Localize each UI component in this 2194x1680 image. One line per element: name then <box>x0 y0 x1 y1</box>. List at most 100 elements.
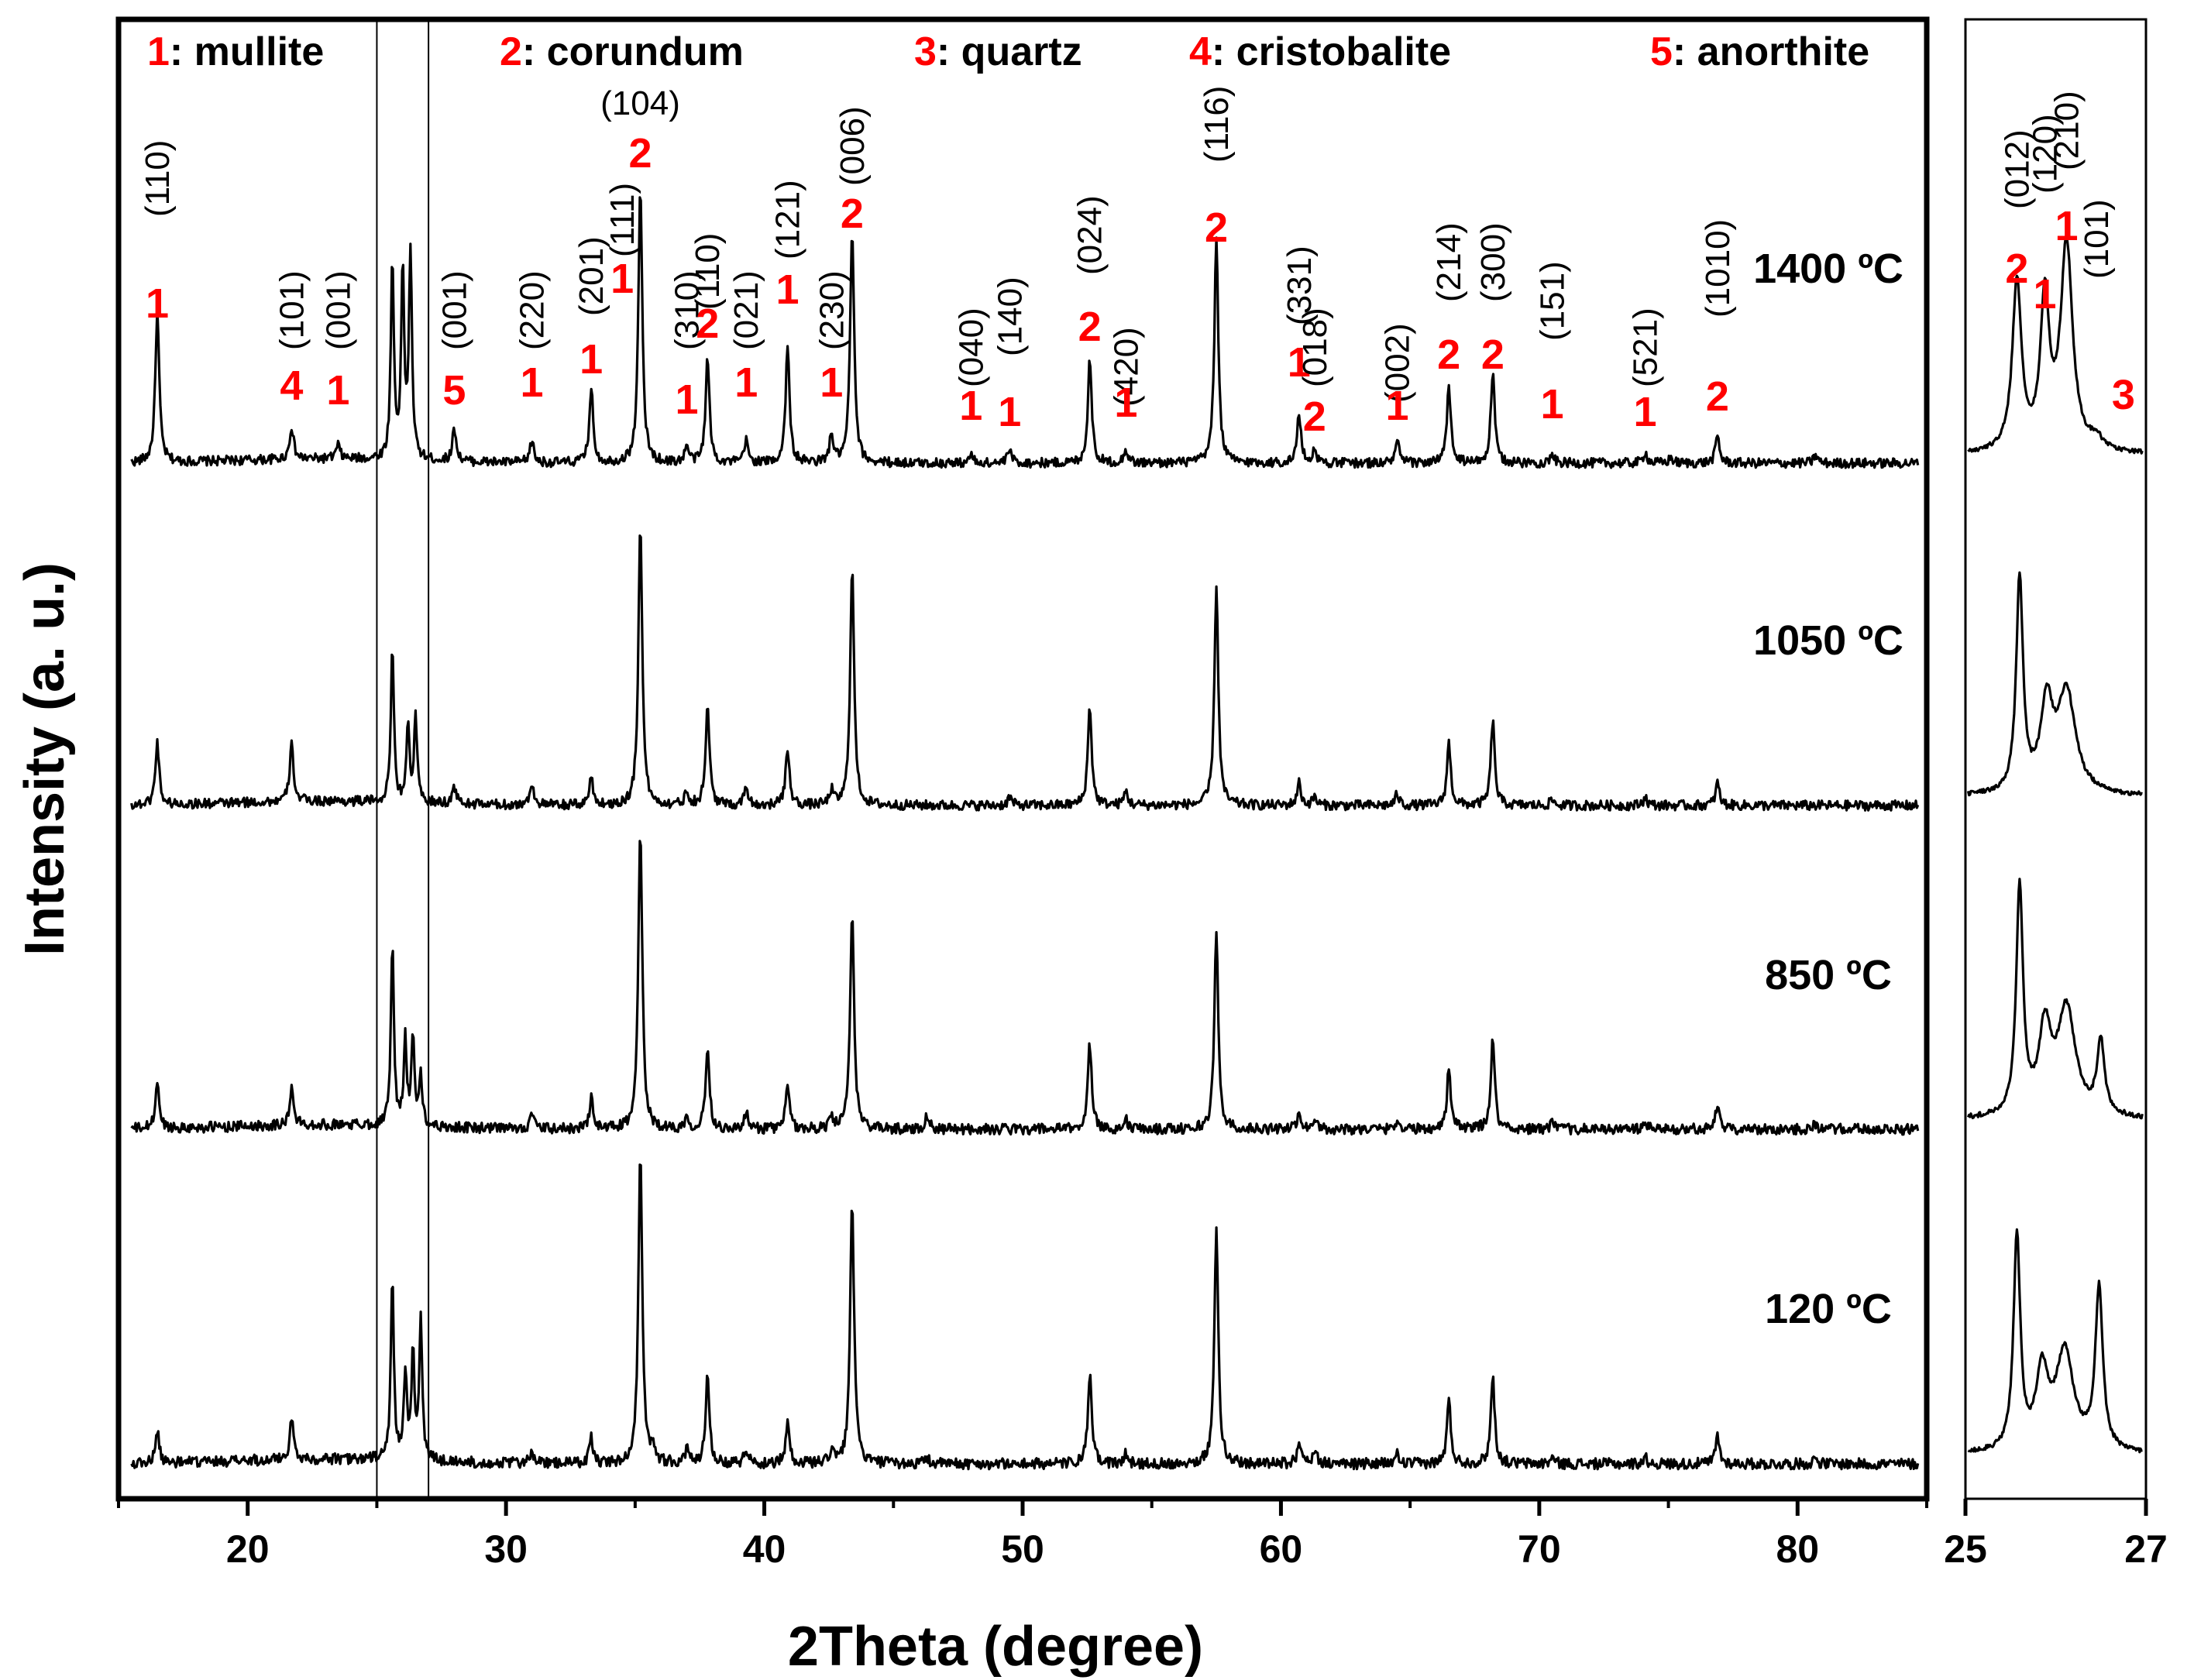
peak-hkl-label: (001) <box>319 270 357 350</box>
inset-x-tick-label: 25 <box>1944 1527 1987 1571</box>
x-tick-label: 60 <box>1260 1527 1303 1571</box>
peak-hkl-label: (140) <box>991 277 1029 356</box>
peak-phase-number: 2 <box>1205 204 1228 251</box>
peak-phase-number: 1 <box>776 266 800 313</box>
peak-hkl-label: (220) <box>513 270 551 350</box>
peak-phase-number: 1 <box>734 359 758 406</box>
legend-phase-name: : cristobalite <box>1212 29 1451 74</box>
x-tick-label: 30 <box>484 1527 528 1571</box>
x-tick-label: 50 <box>1001 1527 1044 1571</box>
peak-hkl-label: (006) <box>834 106 872 186</box>
series-trace <box>130 840 1920 1136</box>
peak-phase-number: 2 <box>696 301 719 347</box>
peak-hkl-label: (104) <box>600 84 680 122</box>
peak-phase-number: 1 <box>1634 389 1657 435</box>
peak-phase-number: 2 <box>1481 332 1505 378</box>
peak-phase-number: 1 <box>959 383 982 429</box>
peak-hkl-label: (101) <box>273 270 311 350</box>
x-axis-title: 2Theta (degree) <box>788 1616 1203 1678</box>
peak-phase-number: 1 <box>1114 380 1137 426</box>
phase-legend: 1: mullite 2: corundum 3: quartz 4: cristob… <box>147 29 1869 74</box>
peak-hkl-label: (018) <box>1296 307 1334 387</box>
peak-phase-number: 4 <box>280 362 303 409</box>
peak-hkl-label: (116) <box>1198 86 1236 163</box>
series-temperature-label: 850 ºC <box>1765 952 1892 998</box>
x-tick-label: 70 <box>1518 1527 1561 1571</box>
series-trace <box>130 1163 1920 1471</box>
inset-peak-phase-number: 1 <box>2033 271 2056 318</box>
series-temperature-label: 1400 ºC <box>1753 246 1903 292</box>
series-temperature-label: 120 ºC <box>1765 1286 1892 1332</box>
peak-hkl-label: (024) <box>1071 195 1109 275</box>
peak-hkl-label: (040) <box>952 307 990 387</box>
peak-hkl-label: (110) <box>689 233 727 310</box>
inset-peak-phase-number: 3 <box>2112 372 2135 418</box>
legend-phase-number: 3 <box>914 29 937 74</box>
inset-plot-area: 25 27(012)2(120)1(210)1 (101)3 <box>1944 18 2168 1571</box>
inset-peak-hkl-label: (101) <box>2078 199 2116 279</box>
peak-hkl-label: (310) <box>669 270 707 350</box>
peak-hkl-label: (001) <box>435 270 473 350</box>
inset-series-trace <box>1967 234 2144 455</box>
peak-phase-number: 2 <box>1706 373 1729 420</box>
legend-phase-name: : anorthite <box>1673 29 1869 74</box>
peak-phase-number: 1 <box>520 359 543 406</box>
peak-hkl-label: (201) <box>573 236 610 316</box>
y-axis-title: Intensity (a. u.) <box>14 562 76 956</box>
peak-hkl-label: (110) <box>139 140 177 217</box>
inset-series-trace <box>1967 1228 2143 1454</box>
inset-x-tick-label: 27 <box>2124 1527 2168 1571</box>
inset-peak-hkl-label: (120) <box>2027 114 2065 194</box>
peak-hkl-label: (1010) <box>1699 219 1737 318</box>
peak-hkl-label: (111) <box>604 183 641 257</box>
peak-hkl-label: (420) <box>1107 327 1145 407</box>
inset-peak-phase-number: 1 <box>2055 203 2078 249</box>
peak-phase-number: 1 <box>998 389 1021 435</box>
peak-phase-number: 2 <box>1303 393 1326 440</box>
series-trace <box>130 196 1920 469</box>
legend-phase-name: : mullite <box>170 29 324 74</box>
peak-hkl-label: (121) <box>769 180 807 259</box>
legend-entry: 1: mullite <box>147 29 324 74</box>
peak-phase-number: 1 <box>326 367 349 414</box>
inset-series-trace <box>1966 571 2143 797</box>
legend-phase-number: 5 <box>1650 29 1673 74</box>
x-tick-label: 20 <box>226 1527 270 1571</box>
peak-hkl-label: (230) <box>813 270 851 350</box>
peak-phase-number: 1 <box>676 376 699 423</box>
inset-series-trace <box>1967 878 2144 1120</box>
peak-phase-number: 1 <box>1385 383 1408 429</box>
inset-peak-hkl-label: (210) <box>2048 91 2086 170</box>
peak-phase-number: 1 <box>820 359 843 406</box>
legend-phase-number: 4 <box>1189 29 1212 74</box>
series-temperature-label: 1050 ºC <box>1753 617 1903 664</box>
peak-hkl-label: (002) <box>1378 323 1416 403</box>
legend-entry: 3: quartz <box>914 29 1082 74</box>
legend-entry: 5: anorthite <box>1650 29 1869 74</box>
peak-phase-number: 2 <box>629 130 652 177</box>
peak-hkl-label: (521) <box>1627 307 1665 387</box>
legend-entry: 2: corundum <box>500 29 744 74</box>
inset-plot-frame <box>1964 18 2148 1500</box>
x-tick-label: 80 <box>1776 1527 1819 1571</box>
peak-phase-number: 1 <box>579 336 603 383</box>
peak-hkl-label: (021) <box>727 270 765 350</box>
main-plot-area: 20 30 40 50 60 70 80 1400 ºC 1050 ºC 850 ºC 120 ºC… <box>115 16 1930 1571</box>
legend-phase-name: : corundum <box>522 29 744 74</box>
peak-phase-number: 2 <box>1078 304 1102 350</box>
peak-phase-number: 5 <box>442 367 466 414</box>
peak-hkl-label: (214) <box>1430 222 1468 302</box>
peak-hkl-label: (151) <box>1534 261 1572 341</box>
peak-phase-number: 1 <box>146 280 169 327</box>
legend-phase-name: : quartz <box>937 29 1082 74</box>
legend-entry: 4: cristobalite <box>1189 29 1451 74</box>
peak-phase-number: 2 <box>841 191 864 237</box>
legend-phase-number: 2 <box>500 29 522 74</box>
legend-phase-number: 1 <box>147 29 170 74</box>
peak-phase-number: 1 <box>610 256 634 302</box>
inset-peak-hkl-label: (012) <box>1998 129 2036 209</box>
peak-hkl-label: (331) <box>1281 246 1319 325</box>
peak-phase-number: 1 <box>1288 339 1311 386</box>
inset-peak-phase-number: 2 <box>2005 246 2028 292</box>
